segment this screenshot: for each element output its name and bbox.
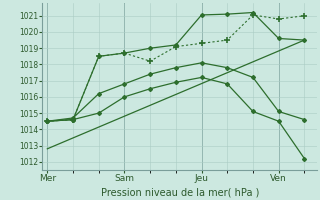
X-axis label: Pression niveau de la mer( hPa ): Pression niveau de la mer( hPa ) bbox=[100, 187, 259, 197]
